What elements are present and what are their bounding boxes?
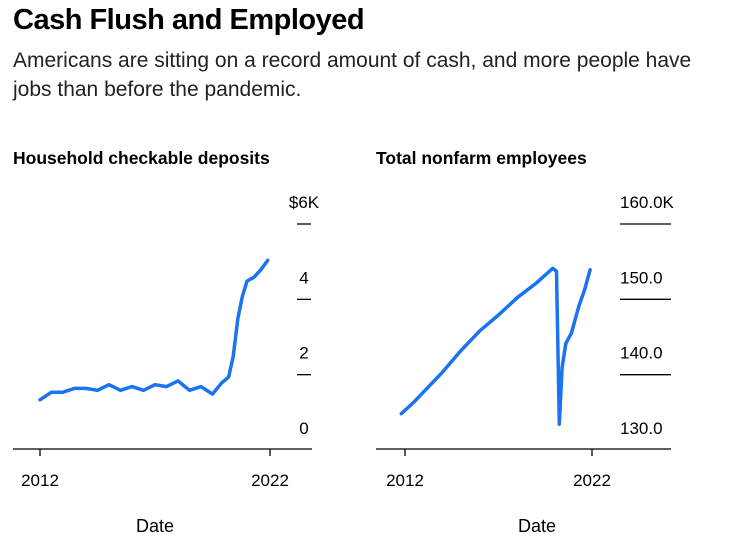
page-title: Cash Flush and Employed: [13, 4, 365, 36]
y-tick-label: 2: [299, 344, 308, 363]
x-tick-label: 2012: [386, 471, 424, 490]
chart-title-deposits: Household checkable deposits: [13, 148, 270, 168]
y-tick-label: 160.0K: [620, 193, 675, 212]
x-tick-label: 2012: [21, 471, 59, 490]
x-axis-title: Date: [136, 516, 174, 536]
x-tick-label: 2022: [573, 471, 611, 490]
y-tick-label: 130.0: [620, 419, 663, 438]
x-axis-title: Date: [518, 516, 556, 536]
x-tick-label: 2022: [251, 471, 289, 490]
y-tick-label: 150.0: [620, 268, 663, 287]
y-tick-label: $6K: [289, 193, 320, 212]
page-subtitle: Americans are sitting on a record amount…: [13, 49, 692, 101]
series-line-deposits: [38, 258, 270, 402]
chart-title-employees: Total nonfarm employees: [376, 148, 587, 168]
y-tick-label: 0: [299, 419, 308, 438]
y-tick-label: 4: [299, 268, 308, 287]
y-tick-label: 140.0: [620, 344, 663, 363]
series-line-employees: [399, 266, 592, 426]
